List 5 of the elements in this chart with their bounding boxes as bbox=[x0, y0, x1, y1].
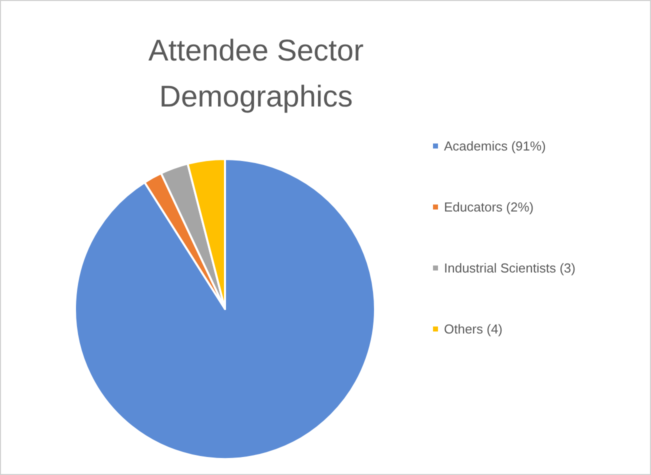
chart-title: Attendee Sector Demographics bbox=[148, 34, 364, 114]
legend-label: Educators (2%) bbox=[444, 200, 534, 214]
legend-label: Academics (91%) bbox=[444, 138, 546, 154]
legend-label: Others (4) bbox=[444, 322, 503, 336]
legend-label: Industrial Scientists (3) bbox=[444, 260, 576, 276]
